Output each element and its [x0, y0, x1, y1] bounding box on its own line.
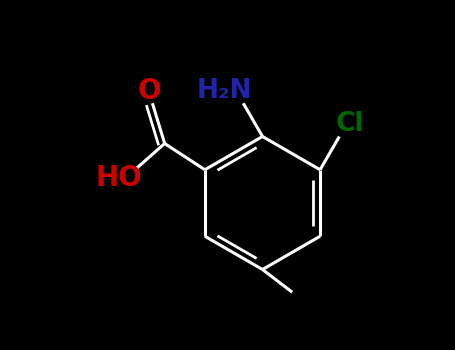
Text: O: O: [137, 77, 161, 105]
Text: HO: HO: [96, 164, 142, 193]
Text: H₂N: H₂N: [196, 78, 252, 104]
Text: Cl: Cl: [336, 111, 364, 137]
